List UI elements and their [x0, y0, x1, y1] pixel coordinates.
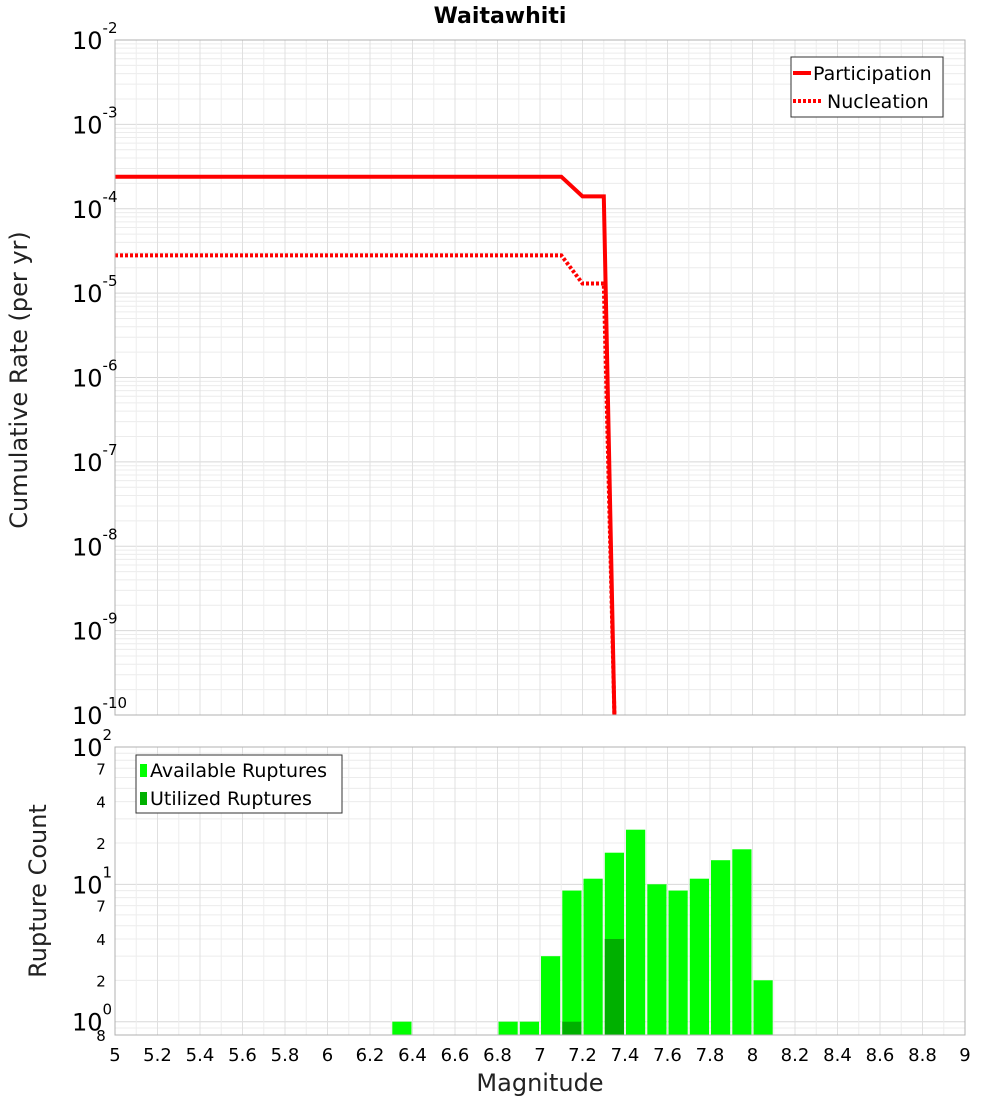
top-y-tick-label: 10-7	[72, 441, 118, 477]
legend-utilized-label: Utilized Ruptures	[150, 788, 312, 810]
legend-nucleation-label: Nucleation	[827, 91, 929, 113]
bar-available-ruptures	[541, 956, 561, 1035]
bar-available-ruptures	[392, 1021, 412, 1035]
legend-available-label: Available Ruptures	[150, 760, 327, 782]
bottom-bars	[392, 829, 773, 1035]
x-tick-label: 5.4	[186, 1045, 215, 1066]
x-tick-label: 7.4	[611, 1045, 640, 1066]
bar-available-ruptures	[498, 1021, 518, 1035]
bottom-y-minor-tick-label: 7	[96, 760, 106, 778]
bottom-legend-box	[135, 754, 343, 814]
series-line-participation	[115, 174, 617, 715]
x-tick-label: 7.6	[653, 1045, 682, 1066]
series-line-nucleation	[115, 253, 617, 715]
top-y-tick-label: 10-10	[72, 694, 127, 730]
bar-available-ruptures	[668, 890, 688, 1035]
bar-utilized-ruptures	[562, 1021, 582, 1035]
legend-utilized-swatch	[140, 792, 147, 805]
top-series	[115, 174, 617, 715]
x-tick-label: 6.2	[356, 1045, 385, 1066]
bottom-y-major-tick-label: 101	[72, 863, 112, 899]
top-plot-frame	[114, 39, 966, 716]
x-tick-label: 8.2	[781, 1045, 810, 1066]
top-plot: 10-10 10-9 10-8 10-7 10-6 10-5 10-4 10-3 10-2 Cu…	[5, 19, 966, 730]
bar-available-ruptures	[711, 860, 731, 1035]
bar-available-ruptures	[647, 884, 667, 1035]
bottom-y-major-tick-label: 100	[72, 1001, 112, 1037]
top-legend: Participation Nucleation	[790, 56, 944, 118]
bar-available-ruptures	[583, 878, 603, 1035]
top-y-tick-label: 10-6	[72, 357, 118, 393]
bottom-plot-frame	[114, 746, 966, 1036]
bottom-y-minor-tick-label: 2	[96, 835, 106, 853]
x-tick-label: 6	[322, 1045, 333, 1066]
top-y-tick-label: 10-4	[72, 188, 118, 224]
bottom-legend: Available Ruptures Utilized Ruptures	[135, 754, 343, 814]
bottom-plot: 100 101 102 8 2 4 7 2 4 7 5 5.2 5.4 5.6 5.8 6 6.2 6.4 6.6…	[24, 726, 971, 1097]
x-tick-label: 7.2	[568, 1045, 597, 1066]
bar-available-ruptures	[689, 878, 709, 1035]
bottom-y-minor-tick-label: 4	[96, 931, 106, 949]
top-grid	[114, 40, 966, 716]
bottom-y-axis-label: Rupture Count	[24, 804, 52, 978]
bottom-y-minor-tick-label: 7	[96, 898, 106, 916]
legend-available-swatch	[140, 764, 147, 777]
x-tick-label: 6.8	[483, 1045, 512, 1066]
bottom-y-major-tick-label: 102	[72, 726, 112, 762]
bottom-y-minor-tick-label: 4	[96, 794, 106, 812]
x-tick-label: 5.6	[228, 1045, 257, 1066]
x-tick-label: 6.4	[398, 1045, 427, 1066]
x-tick-label: 8.4	[823, 1045, 852, 1066]
bar-utilized-ruptures	[604, 939, 624, 1035]
bar-available-ruptures	[562, 890, 582, 1035]
bar-available-ruptures	[732, 849, 752, 1035]
top-y-tick-label: 10-3	[72, 103, 118, 139]
x-tick-label: 5.2	[143, 1045, 172, 1066]
x-tick-label: 7.8	[696, 1045, 725, 1066]
bottom-y-tick-labels: 100 101 102 8 2 4 7 2 4 7	[72, 726, 112, 1045]
legend-participation-label: Participation	[813, 63, 932, 85]
x-tick-label: 8	[747, 1045, 758, 1066]
x-tick-labels: 5 5.2 5.4 5.6 5.8 6 6.2 6.4 6.6 6.8 7 7.2 7.4 7.6 7.8 8…	[109, 1045, 970, 1066]
x-tick-label: 8.8	[908, 1045, 937, 1066]
top-y-tick-label: 10-2	[72, 19, 118, 55]
bottom-y-minor-tick-label: 8	[96, 1027, 106, 1045]
bar-available-ruptures	[519, 1021, 539, 1035]
x-tick-label: 7	[534, 1045, 545, 1066]
bottom-y-minor-tick-label: 2	[96, 972, 106, 990]
top-y-tick-label: 10-5	[72, 272, 118, 308]
top-y-axis-label: Cumulative Rate (per yr)	[5, 231, 33, 529]
x-tick-label: 5	[109, 1045, 120, 1066]
top-y-tick-labels: 10-10 10-9 10-8 10-7 10-6 10-5 10-4 10-3 10-2	[72, 19, 127, 730]
chart-title: Waitawhiti	[434, 4, 567, 29]
x-tick-label: 8.6	[866, 1045, 895, 1066]
top-y-tick-label: 10-9	[72, 610, 118, 646]
x-tick-label: 6.6	[441, 1045, 470, 1066]
x-axis-label: Magnitude	[476, 1069, 603, 1097]
top-y-tick-label: 10-8	[72, 525, 118, 561]
top-legend-box	[790, 56, 944, 118]
bar-available-ruptures	[753, 980, 773, 1035]
x-tick-label: 9	[959, 1045, 970, 1066]
x-tick-label: 5.8	[271, 1045, 300, 1066]
bar-available-ruptures	[626, 829, 646, 1035]
